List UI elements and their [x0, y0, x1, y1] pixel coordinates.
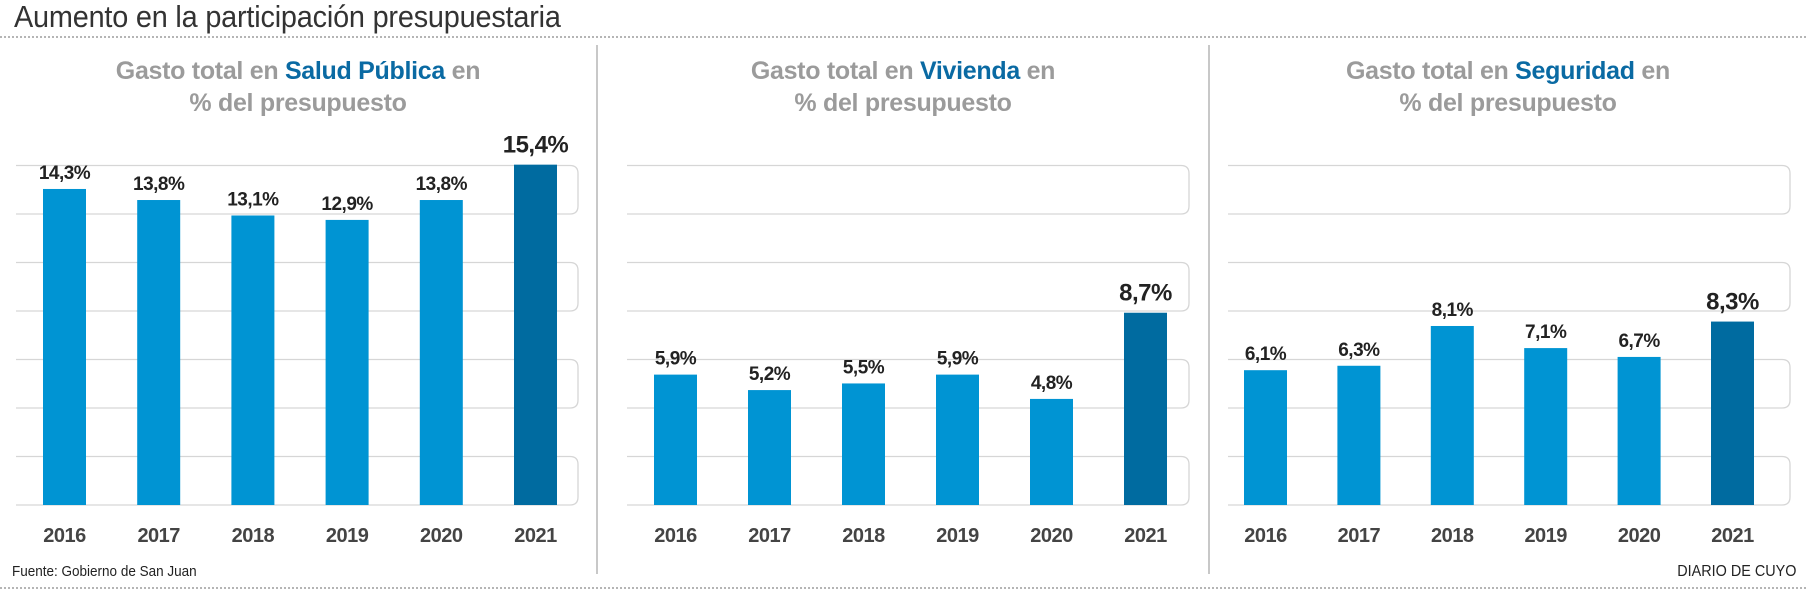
- value-label: 5,5%: [843, 357, 885, 378]
- x-tick-label: 2019: [326, 525, 369, 547]
- source-note: Fuente: Gobierno de San Juan: [12, 563, 197, 580]
- grid-band: [16, 164, 579, 215]
- bar-2017: [1337, 365, 1381, 505]
- title-suffix: en: [1634, 57, 1670, 85]
- bar-2016: [1244, 370, 1287, 505]
- bar-2018: [1430, 325, 1474, 505]
- x-tick-label: 2017: [748, 525, 791, 547]
- value-label: 6,7%: [1618, 331, 1660, 352]
- title-prefix: Gasto total en: [1346, 57, 1516, 85]
- grid-band: [627, 455, 1190, 506]
- panel-seguridad: Gasto total en Seguridad en % del presup…: [1210, 45, 1806, 575]
- bar-2020: [419, 200, 463, 505]
- panel-title: Gasto total en Vivienda en % del presupu…: [598, 55, 1208, 119]
- value-label: 6,3%: [1338, 340, 1380, 361]
- value-label: 12,9%: [321, 194, 373, 215]
- x-tick-label: 2021: [1124, 525, 1167, 547]
- grid-band: [1228, 164, 1791, 215]
- bar-2016: [654, 374, 697, 505]
- main-title: Aumento en la participación presupuestar…: [14, 0, 561, 34]
- bar-2021: [514, 164, 557, 505]
- grid-band: [627, 358, 1190, 409]
- x-tick-label: 2018: [842, 525, 885, 547]
- value-label: 4,8%: [1031, 373, 1073, 394]
- title-line2: % del presupuesto: [794, 89, 1012, 117]
- grid-band: [1228, 455, 1791, 506]
- title-line2: % del presupuesto: [189, 89, 407, 117]
- x-tick-label: 2018: [232, 525, 275, 547]
- x-tick-label: 2019: [1524, 525, 1567, 547]
- x-tick-label: 2020: [1618, 525, 1661, 547]
- value-label: 14,3%: [39, 163, 91, 184]
- grid-band: [16, 455, 579, 506]
- bar-2016: [43, 188, 86, 505]
- value-label: 8,7%: [1119, 280, 1172, 307]
- title-highlight: Salud Pública: [284, 57, 445, 85]
- bar-2020: [1617, 356, 1661, 505]
- bar-chart-salud: 14,3% 2016 13,8% 2017 13,1% 2018 12,9% 2019 13,8…: [16, 132, 579, 547]
- value-label: 13,1%: [227, 189, 279, 210]
- grid-band: [627, 261, 1190, 312]
- bar-2021: [1124, 312, 1167, 505]
- grid-band: [16, 261, 579, 312]
- bar-2017: [748, 390, 791, 505]
- value-label: 5,2%: [749, 364, 791, 385]
- title-highlight: Vivienda: [919, 57, 1020, 85]
- bar-2019: [1524, 348, 1568, 505]
- title-suffix: en: [444, 57, 481, 85]
- bar-2019: [325, 219, 369, 505]
- value-label: 8,1%: [1432, 300, 1474, 321]
- x-tick-label: 2020: [420, 525, 463, 547]
- bar-2020: [1030, 398, 1073, 505]
- panel-title: Gasto total en Salud Pública en % del pr…: [0, 55, 596, 119]
- value-label: 5,9%: [937, 349, 979, 370]
- value-label: 15,4%: [503, 132, 569, 159]
- grid-band: [627, 164, 1190, 215]
- x-tick-label: 2019: [936, 525, 979, 547]
- value-label: 13,8%: [416, 174, 468, 195]
- title-suffix: en: [1019, 57, 1056, 85]
- grid-band: [1228, 358, 1791, 409]
- top-dotted-divider: [0, 36, 1806, 38]
- x-tick-label: 2017: [137, 525, 180, 547]
- value-label: 8,3%: [1706, 289, 1759, 316]
- grid-band: [1228, 261, 1791, 312]
- bar-2021: [1711, 321, 1754, 505]
- x-tick-label: 2018: [1431, 525, 1474, 547]
- title-prefix: Gasto total en: [115, 57, 285, 85]
- x-tick-label: 2016: [1244, 525, 1287, 547]
- x-tick-label: 2016: [654, 525, 697, 547]
- x-tick-label: 2021: [1711, 525, 1754, 547]
- brand-credit: DIARIO DE CUYO: [1676, 563, 1796, 580]
- bar-2017: [137, 200, 181, 505]
- bar-chart-seguridad: 6,1% 2016 6,3% 2017 8,1% 2018 7,1% 2019 6,7% 2020…: [1228, 164, 1791, 547]
- title-prefix: Gasto total en: [750, 57, 920, 85]
- panel-divider-1: [596, 45, 598, 574]
- bar-2019: [936, 374, 979, 505]
- bar-2018: [842, 383, 885, 505]
- x-tick-label: 2020: [1030, 525, 1073, 547]
- panel-vivienda: Gasto total en Vivienda en % del presupu…: [598, 45, 1208, 575]
- bar-2018: [231, 215, 275, 506]
- value-label: 5,9%: [655, 349, 697, 370]
- panel-title: Gasto total en Seguridad en % del presup…: [1210, 55, 1806, 119]
- bottom-dotted-divider: [0, 587, 1806, 589]
- panel-salud: Gasto total en Salud Pública en % del pr…: [0, 45, 596, 575]
- x-tick-label: 2016: [43, 525, 86, 547]
- x-tick-label: 2021: [514, 525, 557, 547]
- bar-chart-vivienda: 5,9% 2016 5,2% 2017 5,5% 2018 5,9% 2019 4,8% 2020…: [627, 164, 1190, 547]
- value-label: 6,1%: [1245, 344, 1287, 365]
- value-label: 7,1%: [1525, 322, 1567, 343]
- value-label: 13,8%: [133, 174, 185, 195]
- grid-band: [16, 358, 579, 409]
- title-highlight: Seguridad: [1515, 57, 1635, 85]
- title-line2: % del presupuesto: [1399, 89, 1617, 117]
- x-tick-label: 2017: [1338, 525, 1381, 547]
- panel-divider-2: [1208, 45, 1210, 574]
